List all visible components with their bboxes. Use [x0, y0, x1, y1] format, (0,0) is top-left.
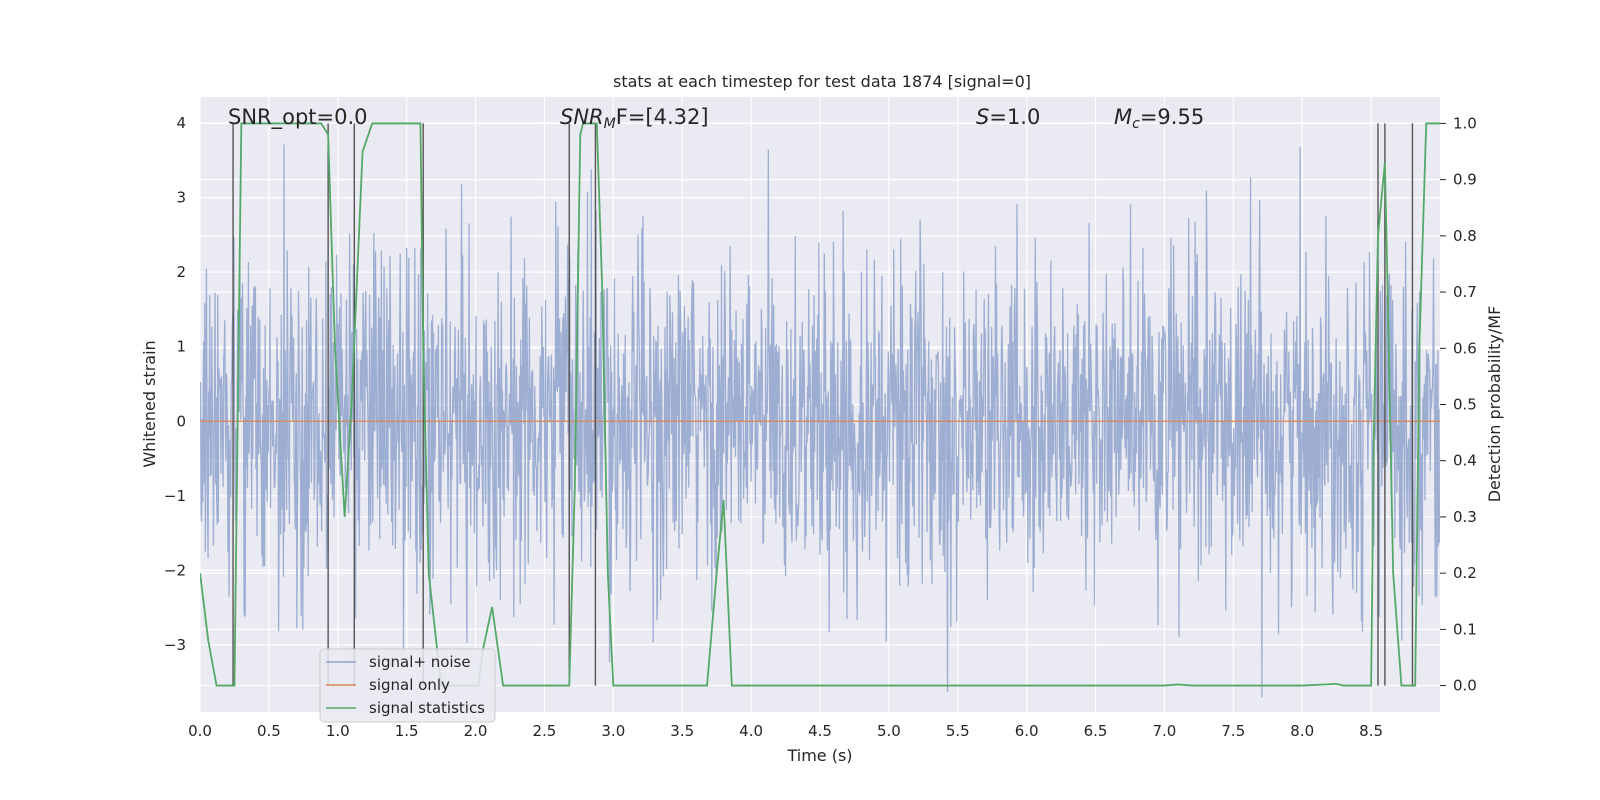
x-tick-label-13: 6.5: [1084, 722, 1108, 740]
left-y-tick-label-0: 4: [176, 114, 186, 132]
left-y-tick-label-5: −1: [164, 487, 186, 505]
legend-box: [319, 648, 496, 723]
x-tick-label-7: 3.5: [670, 722, 694, 740]
right-y-tick-label-4: 0.6: [1453, 339, 1477, 357]
right-y-tick-label-7: 0.3: [1453, 508, 1477, 526]
right-y-tick-label-3: 0.7: [1453, 283, 1477, 301]
x-tick-label-5: 2.5: [533, 722, 557, 740]
x-axis-ticks: 0.0 0.5 1.0 1.5 2.0 2.5 3.0 3.5 4.0 4.5 5.0 5.5 6.0 6…: [188, 722, 1383, 740]
left-y-tick-label-3: 1: [176, 338, 186, 356]
right-y-tick-label-5: 0.5: [1453, 396, 1477, 414]
legend-label-signal-noise: signal+ noise: [369, 653, 471, 671]
right-y-tick-label-9: 0.1: [1453, 620, 1477, 638]
right-y-tick-label-10: 0.0: [1453, 677, 1477, 695]
left-y-tick-label-7: −3: [164, 636, 186, 654]
x-tick-label-12: 6.0: [1015, 722, 1039, 740]
left-y-axis-label: Whitened strain: [140, 340, 159, 467]
signal-statistics-line: [200, 122, 1440, 687]
x-tick-label-14: 7.0: [1153, 722, 1177, 740]
annotation-snr-mf: SNRMF=[4.32]: [560, 105, 709, 132]
legend-label-signal-only: signal only: [369, 676, 450, 694]
annotation-mc-base: M: [1114, 105, 1132, 129]
x-tick-label-2: 1.0: [326, 722, 350, 740]
vertical-markers: [232, 123, 1414, 686]
annotation-s-value: =1.0: [989, 105, 1040, 129]
signal-noise-series: [200, 144, 1440, 698]
x-tick-label-6: 3.0: [601, 722, 625, 740]
x-tick-label-10: 5.0: [877, 722, 901, 740]
x-tick-label-17: 8.5: [1359, 722, 1383, 740]
right-y-tick-label-0: 1.0: [1453, 114, 1477, 132]
annotation-mc: Mc=9.55: [1114, 105, 1204, 132]
x-tick-label-16: 8.0: [1290, 722, 1314, 740]
annotation-s: S=1.0: [976, 105, 1040, 129]
x-tick-label-4: 2.0: [464, 722, 488, 740]
right-y-axis-ticks: 1.0 0.9 0.8 0.7 0.6 0.5 0.4 0.3 0.2 0.1 0.0: [1440, 114, 1477, 695]
x-tick-label-15: 7.5: [1221, 722, 1245, 740]
chart-title: stats at each timestep for test data 187…: [613, 72, 1031, 91]
x-tick-label-3: 1.5: [395, 722, 419, 740]
left-y-axis-ticks: 4 3 2 1 0 −1 −2 −3: [164, 114, 186, 654]
annotation-snr-mf-base: SNR: [560, 105, 604, 129]
right-y-tick-label-2: 0.8: [1453, 227, 1477, 245]
signal-statistics-series: [200, 122, 1440, 687]
right-y-tick-label-1: 0.9: [1453, 171, 1477, 189]
x-tick-label-1: 0.5: [257, 722, 281, 740]
annotation-snr-opt: SNR_opt=0.0: [228, 105, 368, 130]
signal-noise-line: [200, 144, 1440, 698]
legend-label-signal-statistics: signal statistics: [369, 699, 485, 717]
legend: signal+ noise signal only signal statist…: [319, 648, 496, 723]
right-y-tick-label-8: 0.2: [1453, 564, 1477, 582]
annotation-s-label: S: [976, 105, 989, 129]
right-y-tick-label-6: 0.4: [1453, 452, 1477, 470]
left-y-tick-label-6: −2: [164, 561, 186, 579]
annotation-mc-sub: c: [1132, 116, 1140, 132]
annotation-mc-value: =9.55: [1140, 105, 1204, 129]
left-y-tick-label-4: 0: [176, 412, 186, 430]
x-axis-label: Time (s): [786, 746, 852, 765]
x-tick-label-11: 5.5: [946, 722, 970, 740]
x-tick-label-9: 4.5: [808, 722, 832, 740]
x-tick-label-8: 4.0: [739, 722, 763, 740]
annotations: SNR_opt=0.0 SNRMF=[4.32] S=1.0 Mc=9.55: [228, 105, 1204, 132]
x-tick-label-0: 0.0: [188, 722, 212, 740]
left-y-tick-label-2: 2: [176, 263, 186, 281]
left-y-tick-label-1: 3: [176, 189, 186, 207]
annotation-snr-mf-sub: M: [604, 116, 616, 132]
right-y-axis-label: Detection probability/MF: [1485, 306, 1504, 503]
annotation-snr-mf-tail: F=[4.32]: [616, 105, 709, 129]
